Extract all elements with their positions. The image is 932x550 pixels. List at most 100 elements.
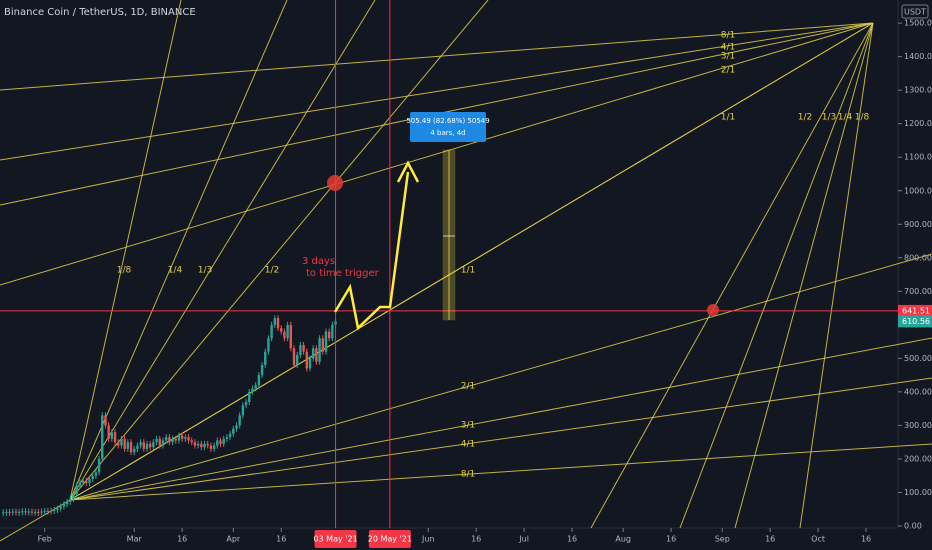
y-tick-label: 200.00 — [904, 454, 932, 463]
candle — [8, 511, 11, 513]
candle — [33, 511, 37, 513]
candle — [273, 318, 277, 325]
annotation: 3 days — [302, 256, 335, 267]
candle — [228, 433, 232, 438]
time-marker-label: 20 May '21 — [368, 535, 412, 544]
measure-box — [410, 112, 486, 142]
candle — [65, 501, 69, 505]
candle — [107, 425, 110, 439]
fan-label: 3/1 — [721, 52, 735, 62]
fan-label: 4/1 — [461, 440, 475, 450]
candle — [331, 324, 334, 339]
candle — [113, 432, 117, 443]
x-tick-label: 16 — [177, 535, 187, 544]
candle — [257, 375, 261, 386]
x-tick-label: Jun — [421, 535, 435, 544]
candle — [267, 338, 270, 352]
candle — [216, 440, 219, 446]
y-tick-label: 900.00 — [904, 220, 932, 229]
candle — [270, 324, 273, 339]
x-tick-label: 16 — [567, 535, 577, 544]
y-tick-label: 0.00 — [904, 521, 922, 530]
candle — [283, 331, 286, 339]
candle — [14, 511, 18, 513]
candle — [264, 351, 267, 366]
candle — [49, 510, 53, 512]
candle — [174, 438, 177, 441]
x-tick-label: Apr — [226, 535, 241, 544]
candle — [251, 388, 254, 392]
candle — [280, 328, 283, 332]
candle — [321, 338, 324, 352]
candle — [196, 443, 200, 446]
candle — [94, 472, 98, 476]
candle — [24, 511, 27, 513]
candle — [72, 494, 75, 500]
candle — [180, 435, 184, 439]
measure-subtext: 4 bars, 4d — [430, 129, 465, 137]
fan-line — [69, 253, 932, 501]
candle — [21, 511, 24, 513]
candle — [46, 510, 50, 512]
fan-line — [69, 377, 932, 501]
fan-label: 1/2 — [798, 113, 812, 123]
candle — [289, 324, 293, 349]
arrow-head — [396, 160, 420, 183]
time-marker-box — [314, 530, 357, 548]
candle — [168, 437, 171, 443]
candle — [299, 344, 302, 356]
fan-label: 1/8 — [855, 113, 870, 123]
currency-box — [901, 4, 929, 19]
candle — [101, 415, 104, 459]
fan-label: 1/2 — [265, 266, 279, 276]
candle — [129, 442, 133, 453]
candle — [110, 432, 114, 439]
time-marker-label: 03 May '21 — [313, 535, 357, 544]
candle — [69, 499, 72, 502]
fan-label: 1/3 — [822, 113, 836, 123]
fan-line — [69, 337, 932, 501]
fan-label: 2/1 — [461, 382, 475, 392]
y-tick-label: 1500.00 — [904, 19, 932, 28]
y-tick-label: 400.00 — [904, 387, 932, 396]
candle — [142, 442, 146, 449]
y-tick-label: 1400.00 — [904, 52, 932, 61]
annotation: to time trigger — [306, 268, 380, 279]
candle — [296, 355, 299, 366]
fan-label: 3/1 — [461, 421, 475, 431]
y-tick-label: 100.00 — [904, 488, 932, 497]
candle — [219, 440, 222, 444]
candle — [1, 512, 5, 514]
x-tick-label: 16 — [471, 535, 481, 544]
candle — [248, 391, 251, 402]
candle — [30, 511, 34, 513]
candle — [152, 442, 155, 448]
candle — [308, 358, 312, 369]
candle — [203, 443, 206, 448]
fan-label: 1/1 — [461, 266, 475, 276]
fan-line — [590, 22, 874, 529]
candle — [136, 445, 139, 449]
candle — [235, 425, 238, 429]
y-tick-label: 500.00 — [904, 354, 932, 363]
y-tick-label: 800.00 — [904, 253, 932, 262]
candle — [117, 442, 120, 446]
currency: USDT — [904, 8, 926, 17]
candle — [17, 511, 21, 513]
x-tick-label: Jul — [518, 535, 529, 544]
candle — [37, 511, 40, 513]
fan-label: 1/4 — [168, 266, 183, 276]
candle — [305, 351, 308, 369]
price-line-label: 641.51 — [902, 306, 930, 315]
candle — [85, 480, 88, 484]
candle — [27, 511, 30, 513]
fan-line — [69, 0, 489, 501]
candle — [56, 508, 59, 510]
x-tick-label: 16 — [765, 535, 775, 544]
candle — [206, 443, 209, 446]
candle — [318, 338, 321, 362]
x-tick-label: Aug — [615, 535, 631, 544]
